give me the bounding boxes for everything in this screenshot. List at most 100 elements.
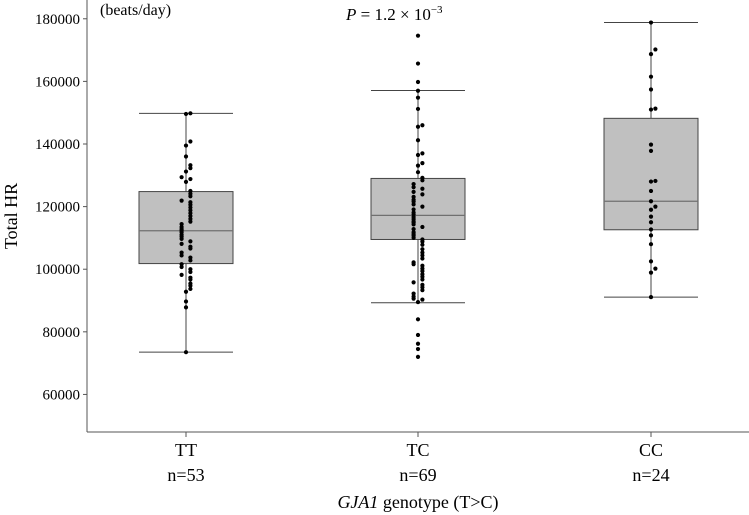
- data-point: [415, 152, 421, 158]
- dot-layer: [179, 20, 658, 359]
- data-point: [411, 194, 416, 200]
- y-tick-label: 160000: [35, 74, 80, 90]
- x-tick-label-tt: TT: [175, 440, 197, 460]
- data-point: [188, 111, 193, 116]
- axis-layer: [83, 0, 749, 437]
- y-tick-label: 180000: [35, 12, 80, 28]
- data-point: [183, 299, 189, 304]
- data-point: [420, 247, 425, 252]
- data-point: [188, 244, 193, 249]
- data-point: [415, 88, 421, 93]
- data-point: [411, 280, 416, 285]
- label-layer: (beats/day) P = 1.2 × 10−3 Total HR GJA1…: [1, 2, 670, 513]
- data-point: [411, 230, 416, 235]
- data-point: [420, 151, 425, 156]
- data-point: [420, 204, 425, 209]
- data-point: [179, 198, 184, 203]
- data-point: [648, 207, 654, 212]
- data-point: [648, 233, 654, 238]
- data-point: [415, 332, 421, 338]
- y-unit-label: (beats/day): [100, 2, 171, 19]
- data-point: [415, 33, 421, 38]
- data-point: [648, 20, 654, 25]
- data-point: [420, 282, 425, 287]
- data-point: [188, 176, 193, 182]
- data-point: [648, 294, 654, 300]
- y-tick-label: 140000: [35, 137, 80, 153]
- x-tick-label-cc: CC: [639, 440, 663, 460]
- x-tick-label-tc: TC: [406, 440, 429, 460]
- data-point: [648, 220, 654, 225]
- y-tick-label: 120000: [35, 200, 80, 216]
- data-point: [415, 124, 421, 129]
- data-point: [420, 263, 425, 268]
- data-point: [420, 192, 425, 197]
- data-point: [188, 200, 193, 205]
- data-point: [420, 237, 425, 242]
- data-point: [183, 350, 189, 355]
- data-point: [648, 227, 654, 232]
- x-axis-title: GJA1 genotype (T>C): [337, 492, 498, 513]
- data-point: [420, 250, 425, 255]
- data-point: [415, 346, 421, 352]
- data-point: [188, 267, 193, 272]
- data-point: [415, 170, 421, 175]
- data-point: [183, 305, 189, 310]
- n-label-tc: n=69: [399, 465, 436, 485]
- data-point: [415, 79, 421, 85]
- data-point: [188, 255, 193, 260]
- data-point: [188, 281, 193, 286]
- n-label-tt: n=53: [167, 465, 204, 485]
- data-point: [415, 341, 421, 346]
- data-point: [648, 199, 654, 204]
- box-iqr: [370, 177, 466, 240]
- data-point: [183, 143, 189, 148]
- data-point: [183, 179, 189, 184]
- data-point: [420, 175, 425, 180]
- data-point: [648, 74, 654, 79]
- data-point: [188, 239, 193, 244]
- data-point: [653, 47, 658, 52]
- data-point: [415, 106, 421, 112]
- data-point: [179, 262, 184, 267]
- data-point: [415, 138, 421, 143]
- data-point: [183, 154, 189, 159]
- data-point: [415, 163, 421, 168]
- data-point: [179, 272, 184, 277]
- data-point: [188, 188, 193, 194]
- data-point: [411, 189, 416, 194]
- y-tick-label: 60000: [43, 387, 81, 403]
- data-point: [648, 270, 654, 275]
- p-symbol: P: [345, 5, 356, 24]
- data-point: [415, 317, 421, 322]
- data-point: [420, 186, 425, 191]
- data-point: [411, 181, 416, 187]
- data-point: [648, 214, 654, 219]
- data-point: [179, 250, 184, 255]
- x-axis-title-rest: genotype (T>C): [378, 492, 498, 513]
- p-exponent: −3: [431, 4, 443, 16]
- data-point: [411, 227, 416, 232]
- data-point: [648, 52, 654, 57]
- data-point: [415, 299, 421, 305]
- data-point: [415, 95, 421, 100]
- data-point: [183, 169, 189, 174]
- data-point: [411, 185, 416, 190]
- box-iqr: [603, 117, 699, 231]
- data-point: [188, 139, 193, 144]
- data-point: [420, 297, 425, 302]
- data-point: [183, 111, 189, 117]
- data-point: [415, 61, 421, 66]
- y-tick-label: 80000: [43, 325, 81, 341]
- data-point: [411, 210, 416, 215]
- data-point: [183, 289, 189, 294]
- data-point: [653, 266, 658, 271]
- data-point: [648, 107, 654, 112]
- data-point: [188, 163, 193, 168]
- data-point: [648, 142, 654, 147]
- data-point: [179, 222, 184, 227]
- data-point: [653, 204, 658, 209]
- data-point: [411, 207, 416, 212]
- data-point: [648, 148, 654, 153]
- data-point: [648, 259, 654, 264]
